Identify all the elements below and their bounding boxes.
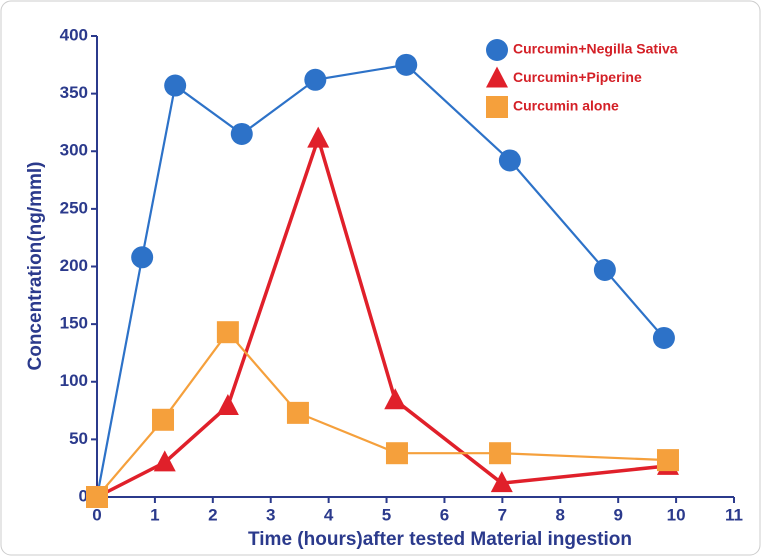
legend-label: Curcumin+Negilla Sativa (513, 41, 678, 57)
legend-marker (486, 39, 508, 61)
x-tick-label: 7 (498, 505, 507, 524)
data-point (153, 450, 176, 472)
x-tick-label: 3 (266, 505, 275, 524)
x-tick-label: 10 (667, 505, 686, 524)
legend-marker (486, 96, 508, 118)
data-point (498, 149, 521, 172)
data-point (216, 321, 239, 344)
data-point (164, 74, 187, 97)
x-tick-label: 0 (92, 505, 101, 524)
data-point (286, 401, 309, 424)
x-tick-label: 1 (150, 505, 159, 524)
data-point (304, 68, 327, 91)
data-point (307, 126, 330, 148)
y-tick-label: 50 (69, 429, 88, 448)
data-point (652, 326, 675, 349)
x-tick-label: 11 (725, 505, 743, 524)
y-tick-label: 0 (79, 486, 88, 505)
x-tick-label: 8 (556, 505, 565, 524)
x-tick-label: 5 (382, 505, 391, 524)
y-tick-label: 300 (60, 141, 88, 160)
data-point (384, 388, 407, 410)
x-tick-label: 9 (613, 505, 622, 524)
y-axis-title: Concentration(ng/mml) (25, 162, 46, 371)
data-point (395, 53, 418, 76)
legend-marker (486, 66, 508, 88)
data-point (86, 486, 108, 508)
data-point (656, 449, 679, 472)
y-tick-label: 150 (60, 314, 88, 333)
x-axis-title: Time (hours)after tested Material ingest… (248, 529, 632, 550)
x-tick-label: 4 (324, 505, 334, 524)
x-tick-label: 2 (208, 505, 217, 524)
y-tick-label: 250 (60, 198, 88, 217)
data-point (152, 408, 175, 431)
y-tick-label: 400 (60, 25, 88, 44)
data-point (593, 258, 616, 281)
data-point (489, 442, 512, 465)
data-point (131, 246, 154, 269)
y-tick-label: 200 (60, 256, 88, 275)
y-tick-label: 350 (60, 83, 88, 102)
data-point (216, 393, 239, 415)
x-tick-label: 6 (440, 505, 449, 524)
legend-label: Curcumin alone (513, 98, 619, 114)
data-point (385, 442, 408, 465)
data-point (230, 122, 253, 145)
legend-label: Curcumin+Piperine (513, 69, 642, 85)
y-tick-label: 100 (60, 371, 88, 390)
data-point (490, 471, 513, 493)
